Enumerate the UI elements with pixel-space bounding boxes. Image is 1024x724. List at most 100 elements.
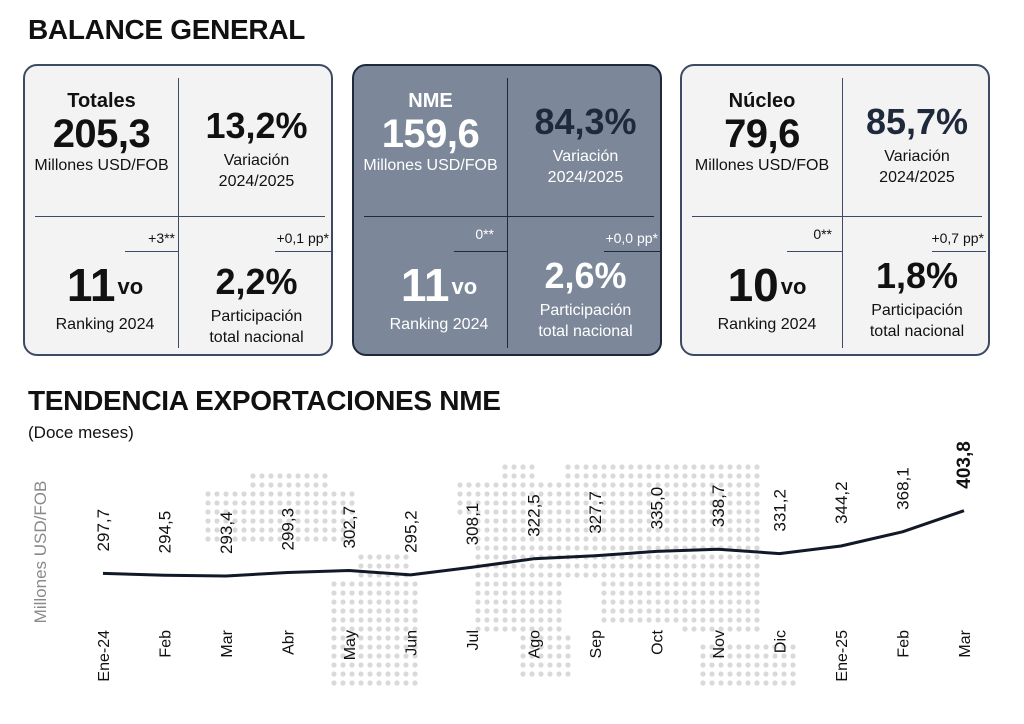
map-dot [502, 482, 508, 488]
map-dot [637, 617, 643, 623]
map-dot [727, 581, 733, 587]
map-dot [763, 680, 769, 686]
map-dot [736, 617, 742, 623]
map-dot [664, 590, 670, 596]
variation-label: Variación [223, 152, 290, 169]
map-dot [493, 599, 499, 605]
map-dot [592, 527, 598, 533]
map-dot [529, 617, 535, 623]
map-dot [295, 518, 301, 524]
map-dot [520, 599, 526, 605]
data-label: 344,2 [832, 481, 851, 524]
map-dot [367, 653, 373, 659]
map-dot [547, 509, 553, 515]
map-dot [700, 671, 706, 677]
map-dot [583, 572, 589, 578]
map-dot [457, 500, 463, 506]
map-dot [646, 581, 652, 587]
map-dot [394, 635, 400, 641]
map-dot [214, 500, 220, 506]
map-dot [592, 536, 598, 542]
map-dot [286, 527, 292, 533]
map-dot [646, 590, 652, 596]
variation-block: 13,2% Variación 2024/2025 [178, 106, 335, 192]
card-name: Totales [67, 90, 136, 112]
map-dot [601, 563, 607, 569]
map-dot [556, 482, 562, 488]
divider-vertical [178, 78, 179, 348]
map-dot [673, 473, 679, 479]
x-tick-label: Feb [896, 630, 913, 658]
map-dot [691, 491, 697, 497]
data-label: 302,7 [340, 506, 359, 549]
map-dot [457, 509, 463, 515]
map-dot [277, 473, 283, 479]
map-dot [601, 545, 607, 551]
map-dot [718, 617, 724, 623]
map-dot [376, 662, 382, 668]
map-dot [727, 653, 733, 659]
map-dot [394, 599, 400, 605]
map-dot [610, 518, 616, 524]
map-dot [601, 491, 607, 497]
map-dot [736, 554, 742, 560]
map-dot [673, 617, 679, 623]
map-dot [736, 662, 742, 668]
map-dot [403, 680, 409, 686]
map-dot [754, 473, 760, 479]
map-dot [331, 599, 337, 605]
map-dot [619, 482, 625, 488]
map-dot [322, 491, 328, 497]
map-dot [241, 509, 247, 515]
map-dot [547, 653, 553, 659]
map-dot [628, 527, 634, 533]
map-dot [538, 617, 544, 623]
map-dot [628, 590, 634, 596]
map-dot [385, 581, 391, 587]
map-dot [664, 527, 670, 533]
map-dot [277, 491, 283, 497]
map-dot [700, 473, 706, 479]
map-dot [412, 662, 418, 668]
map-dot [646, 518, 652, 524]
map-dot [718, 680, 724, 686]
total-unit: Millones USD/FOB [34, 157, 169, 174]
map-dot [664, 509, 670, 515]
map-dot [403, 554, 409, 560]
data-label: 322,5 [525, 494, 544, 537]
map-dot [331, 509, 337, 515]
map-dot [736, 464, 742, 470]
map-dot [340, 617, 346, 623]
map-dot [367, 635, 373, 641]
map-dot [745, 554, 751, 560]
map-dot [772, 662, 778, 668]
map-dot [331, 527, 337, 533]
map-dot [376, 644, 382, 650]
variation-period: 2024/2025 [879, 169, 955, 186]
map-dot [520, 635, 526, 641]
map-dot [304, 509, 310, 515]
map-dot [394, 662, 400, 668]
variation-value: 13,2% [205, 105, 308, 146]
map-dot [637, 581, 643, 587]
rank-block: 11vo Ranking 2024 [354, 262, 524, 335]
rank-change-underline [125, 251, 178, 252]
map-dot [736, 608, 742, 614]
data-label: 327,7 [586, 491, 605, 534]
map-dot [754, 671, 760, 677]
rank-label: Ranking 2024 [55, 316, 155, 333]
map-dot [619, 617, 625, 623]
map-dot [736, 482, 742, 488]
map-dot [727, 464, 733, 470]
map-dot [538, 572, 544, 578]
map-dot [745, 500, 751, 506]
map-dot [349, 518, 355, 524]
map-dot [754, 680, 760, 686]
map-dot [637, 545, 643, 551]
map-dot [259, 509, 265, 515]
map-dot [340, 653, 346, 659]
map-dot [556, 572, 562, 578]
map-dot [538, 644, 544, 650]
map-dot [313, 491, 319, 497]
map-dot [331, 644, 337, 650]
